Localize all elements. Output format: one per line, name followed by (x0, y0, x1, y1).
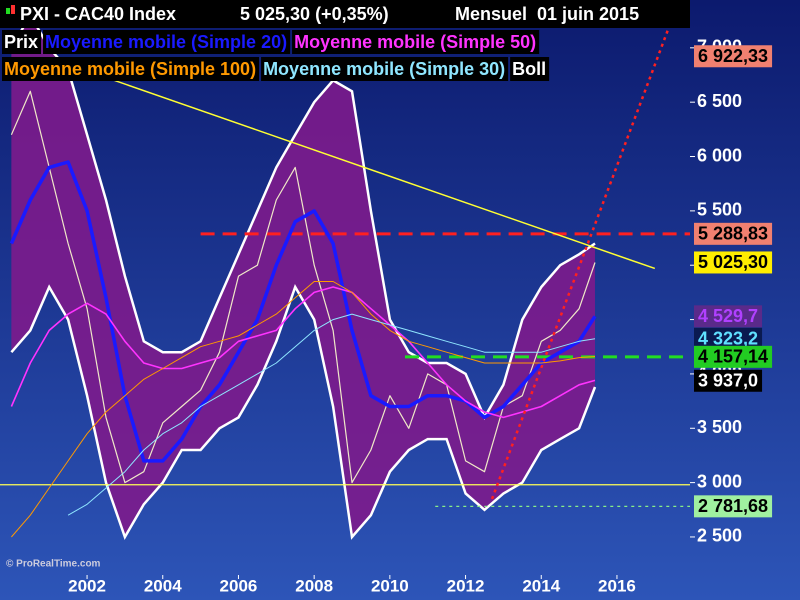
x-tick-label: 2014 (522, 576, 560, 595)
legend-label: Moyenne mobile (Simple 50) (294, 32, 536, 52)
header-bar (0, 0, 690, 28)
series-line (10, 286, 596, 419)
x-tick-label: 2012 (447, 576, 485, 595)
price-label-box (694, 345, 773, 368)
price-label-box (694, 45, 773, 68)
legend-label: Moyenne mobile (Simple 30) (263, 59, 505, 79)
quote: 5 025,30 (+0,35%) (240, 4, 389, 24)
legend-box (510, 57, 550, 81)
watermark: © ProRealTime.com (6, 559, 101, 570)
band-fill (11, 15, 595, 537)
legend-box (261, 57, 509, 81)
price-label: 3 937,0 (694, 369, 763, 392)
y-tick-label: 2 500 (697, 526, 742, 546)
price-label-text: 5 288,83 (698, 224, 768, 244)
price-label-box (694, 495, 773, 518)
y-tick-label: 6 500 (697, 91, 742, 111)
price-label: 5 288,83 (694, 222, 773, 245)
price-label-text: 5 025,30 (698, 252, 768, 272)
y-tick-label: 3 000 (697, 471, 742, 491)
icon (11, 5, 15, 14)
price-label: 4 529,7 (694, 305, 763, 328)
legend-box (2, 57, 260, 81)
legend: PXI - CAC40 Index 5 025,30 (+0,35%) Mens… (0, 0, 690, 81)
icon (6, 8, 10, 14)
price-label: 5 025,30 (694, 251, 773, 274)
band-edge (10, 12, 596, 421)
legend-label: Boll (512, 59, 546, 79)
period: Mensuel 01 juin 2015 (455, 4, 639, 24)
price-label-text: 4 529,7 (698, 306, 758, 326)
plot-area (0, 3, 690, 540)
price-label-text: 6 922,33 (698, 46, 768, 66)
price-label-text: 3 937,0 (698, 371, 758, 391)
price-label-box (694, 222, 773, 245)
trendline (83, 68, 656, 270)
x-tick-label: 2006 (220, 576, 258, 595)
price-label: 4 157,14 (694, 345, 773, 368)
price-label-box (694, 327, 763, 350)
price-label-text: 4 323,2 (698, 329, 758, 349)
title: PXI - CAC40 Index (20, 4, 176, 24)
y-tick-label: 6 000 (697, 145, 742, 165)
price-label-box (694, 251, 773, 274)
x-tick-label: 2010 (371, 576, 409, 595)
price-label-box (694, 305, 763, 328)
legend-box (2, 30, 42, 54)
series-line (11, 281, 596, 538)
price-label: 6 922,33 (694, 45, 773, 68)
x-tick-label: 2016 (598, 576, 636, 595)
price-label-text: 2 781,68 (698, 496, 768, 516)
x-tick-label: 2004 (144, 576, 182, 595)
legend-box (43, 30, 291, 54)
legend-label: Moyenne mobile (Simple 100) (4, 59, 256, 79)
x-tick-label: 2008 (295, 576, 333, 595)
y-tick-label: 5 500 (697, 200, 742, 220)
legend-label: Moyenne mobile (Simple 20) (45, 32, 287, 52)
price-label-box (694, 369, 763, 392)
series-line (67, 313, 596, 516)
price-label: 4 323,2 (694, 327, 763, 350)
band-edge (10, 284, 597, 540)
legend-box (292, 30, 540, 54)
series-line (9, 160, 597, 463)
legend-label: Prix (4, 32, 38, 52)
price-label-text: 4 157,14 (698, 347, 768, 367)
x-tick-label: 2002 (68, 576, 106, 595)
price-label: 2 781,68 (694, 495, 773, 518)
y-tick-label: 3 500 (697, 417, 742, 437)
